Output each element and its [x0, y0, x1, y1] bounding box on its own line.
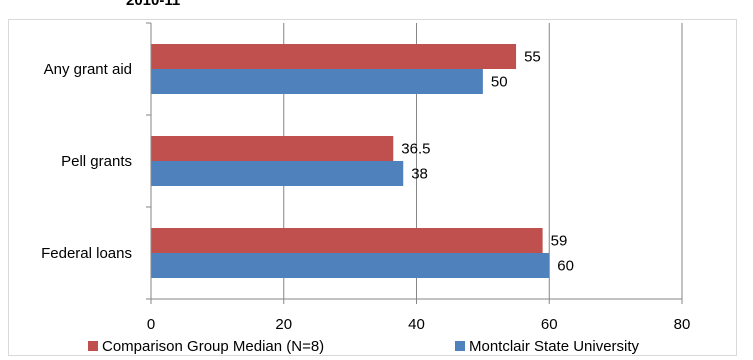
bar: [151, 69, 483, 94]
data-label: 55: [524, 49, 541, 66]
bar: [151, 44, 517, 69]
data-label: 60: [557, 258, 574, 275]
data-label: 36.5: [401, 141, 430, 158]
x-tick-label: 80: [674, 316, 691, 333]
data-label: 38: [411, 166, 428, 183]
data-label: 50: [491, 74, 508, 91]
y-category-label: Federal loans: [41, 245, 132, 262]
legend-swatch: [455, 341, 465, 351]
chart-title-fragment: 2010-11: [126, 0, 180, 9]
x-tick-label: 20: [275, 316, 292, 333]
data-labels: 55 50 36.5 38 59 60: [401, 49, 574, 275]
bars: [151, 44, 550, 278]
bar: [151, 136, 394, 161]
x-tick-label: 60: [541, 316, 558, 333]
bar: [151, 253, 550, 278]
bar: [151, 228, 543, 253]
legend-swatch: [88, 341, 98, 351]
x-tick-label: 0: [147, 316, 155, 333]
legend: Comparison Group Median (N=8) Montclair S…: [88, 338, 640, 355]
y-category-label: Any grant aid: [44, 61, 132, 78]
y-category-label: Pell grants: [61, 153, 132, 170]
chart-border: [8, 19, 737, 356]
data-label: 59: [551, 233, 568, 250]
x-tick-label: 40: [408, 316, 425, 333]
legend-label: Comparison Group Median (N=8): [102, 338, 324, 355]
bar: [151, 161, 404, 186]
legend-label: Montclair State University: [469, 338, 640, 355]
axes: 0 20 40 60 80 Any grant aid Pell grants Federal…: [41, 22, 691, 333]
